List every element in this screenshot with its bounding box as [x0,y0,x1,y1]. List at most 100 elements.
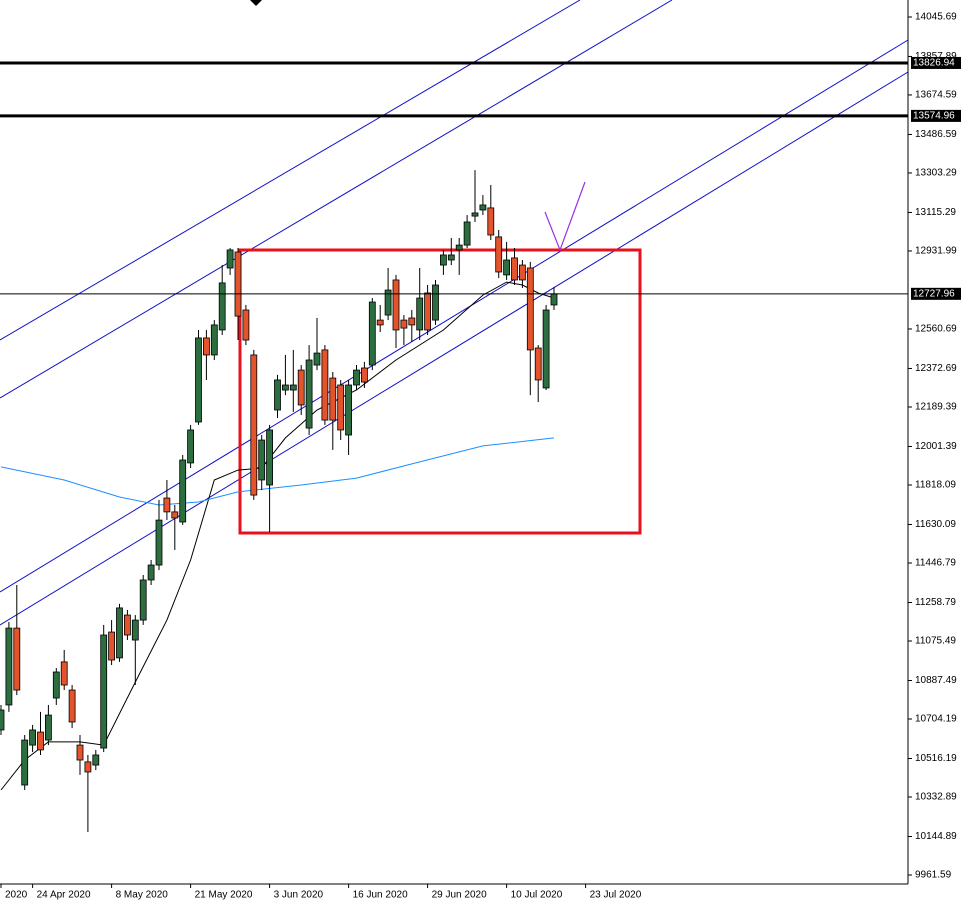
candle-body [479,204,487,211]
y-tick-label: 13303.29 [915,168,957,179]
y-tick-label: 13674.59 [915,90,957,101]
price-level-box [911,109,961,122]
candle-body [92,754,100,766]
candle-body [187,429,195,464]
candle-body [400,319,408,329]
candle-body [45,714,52,741]
candle-body [76,744,84,761]
candle-body [432,284,439,321]
x-tick-label: 24 Apr 2020 [37,890,91,901]
trend-line [0,39,909,593]
y-tick-label: 13486.59 [915,129,957,140]
candle-body [416,297,424,331]
candle-body [218,282,226,331]
candle-body [250,354,258,496]
x-tick-label: 29 Jun 2020 [432,890,487,901]
candle-body [100,634,108,749]
x-tick-label: 8 May 2020 [116,890,169,901]
candle-body [534,347,542,381]
candle-body [392,279,400,331]
candle-body [37,731,44,751]
candle-body [195,337,202,423]
y-tick-label: 12001.39 [915,441,957,452]
candle-body [289,384,297,391]
candle-body [242,309,250,341]
y-tick-label: 11446.79 [915,558,956,569]
trend-line [0,0,673,399]
candle-body [368,301,376,366]
y-tick-label: 13115.29 [915,207,956,218]
candle-body [345,384,353,436]
candle-body [495,236,503,273]
candle-body [210,324,218,356]
candle-body [439,254,447,266]
x-tick-label: 2020 [5,890,28,901]
x-tick-label: 16 Jun 2020 [353,890,408,901]
price-level-box [911,56,961,69]
candle-body [84,761,92,773]
candle-body [550,293,558,306]
candle-body [360,367,368,383]
candle-body [68,689,76,723]
candle-body [52,671,60,699]
highlight-box [238,248,642,535]
candle-body [337,384,345,431]
y-tick-label: 12189.39 [915,402,957,413]
arrow-marker [544,181,586,252]
candle-body [266,429,274,486]
candle-body [321,349,329,421]
candle-body [29,729,37,746]
candle-body [116,607,123,659]
candle-body [108,631,115,661]
candle-body [526,267,534,351]
candle-body [542,309,550,389]
candle-body [463,221,471,246]
candle-body [139,579,147,621]
x-tick-label: 10 Jul 2020 [511,890,563,901]
y-tick-label: 12372.69 [915,363,957,374]
candle-body [281,384,289,391]
plot: 14045.69 13857.89 13674.59 13486.59 13303.29… [0,12,961,901]
candle-body [171,511,179,519]
y-tick-label: 12931.99 [915,246,957,257]
candle-body [21,739,29,786]
y-tick-label: 10704.19 [915,714,957,725]
candle-body [424,292,432,331]
candle-body [503,259,511,276]
trend-channel [0,0,909,626]
candle-body [408,317,416,326]
candle-body [305,359,313,429]
candle-body [471,212,479,217]
trend-line [0,71,909,626]
candle-body [297,369,305,406]
candle-body [13,627,21,691]
y-tick-label: 11075.49 [915,636,956,647]
moving-average [0,437,555,506]
candle-body [313,352,321,366]
candle-body [5,627,13,706]
x-tick-label: 21 May 2020 [195,890,253,901]
candle-body [179,459,187,523]
y-tick-label: 11258.79 [915,597,956,608]
y-tick-label: 13857.89 [915,51,957,62]
price-level-label: 13574.96 [913,111,955,122]
price-level-label: 12727.96 [913,288,955,299]
candle-body [234,251,242,317]
candle-body [487,207,495,236]
trend-line [0,0,581,341]
candle-body [384,289,392,316]
candle-body [447,254,455,261]
y-tick-label: 10332.89 [915,792,957,803]
y-tick-label: 14045.69 [915,12,957,23]
candle-body [202,337,210,356]
candle-body [147,564,155,581]
y-tick-label: 12560.69 [915,324,957,335]
candle-body [163,497,171,513]
candle-body [0,709,5,731]
period-marker [250,0,262,6]
x-tick-label: 3 Jun 2020 [274,890,324,901]
y-tick-label: 11630.09 [915,519,956,530]
candle-body [455,244,463,251]
candle-body [376,319,384,326]
